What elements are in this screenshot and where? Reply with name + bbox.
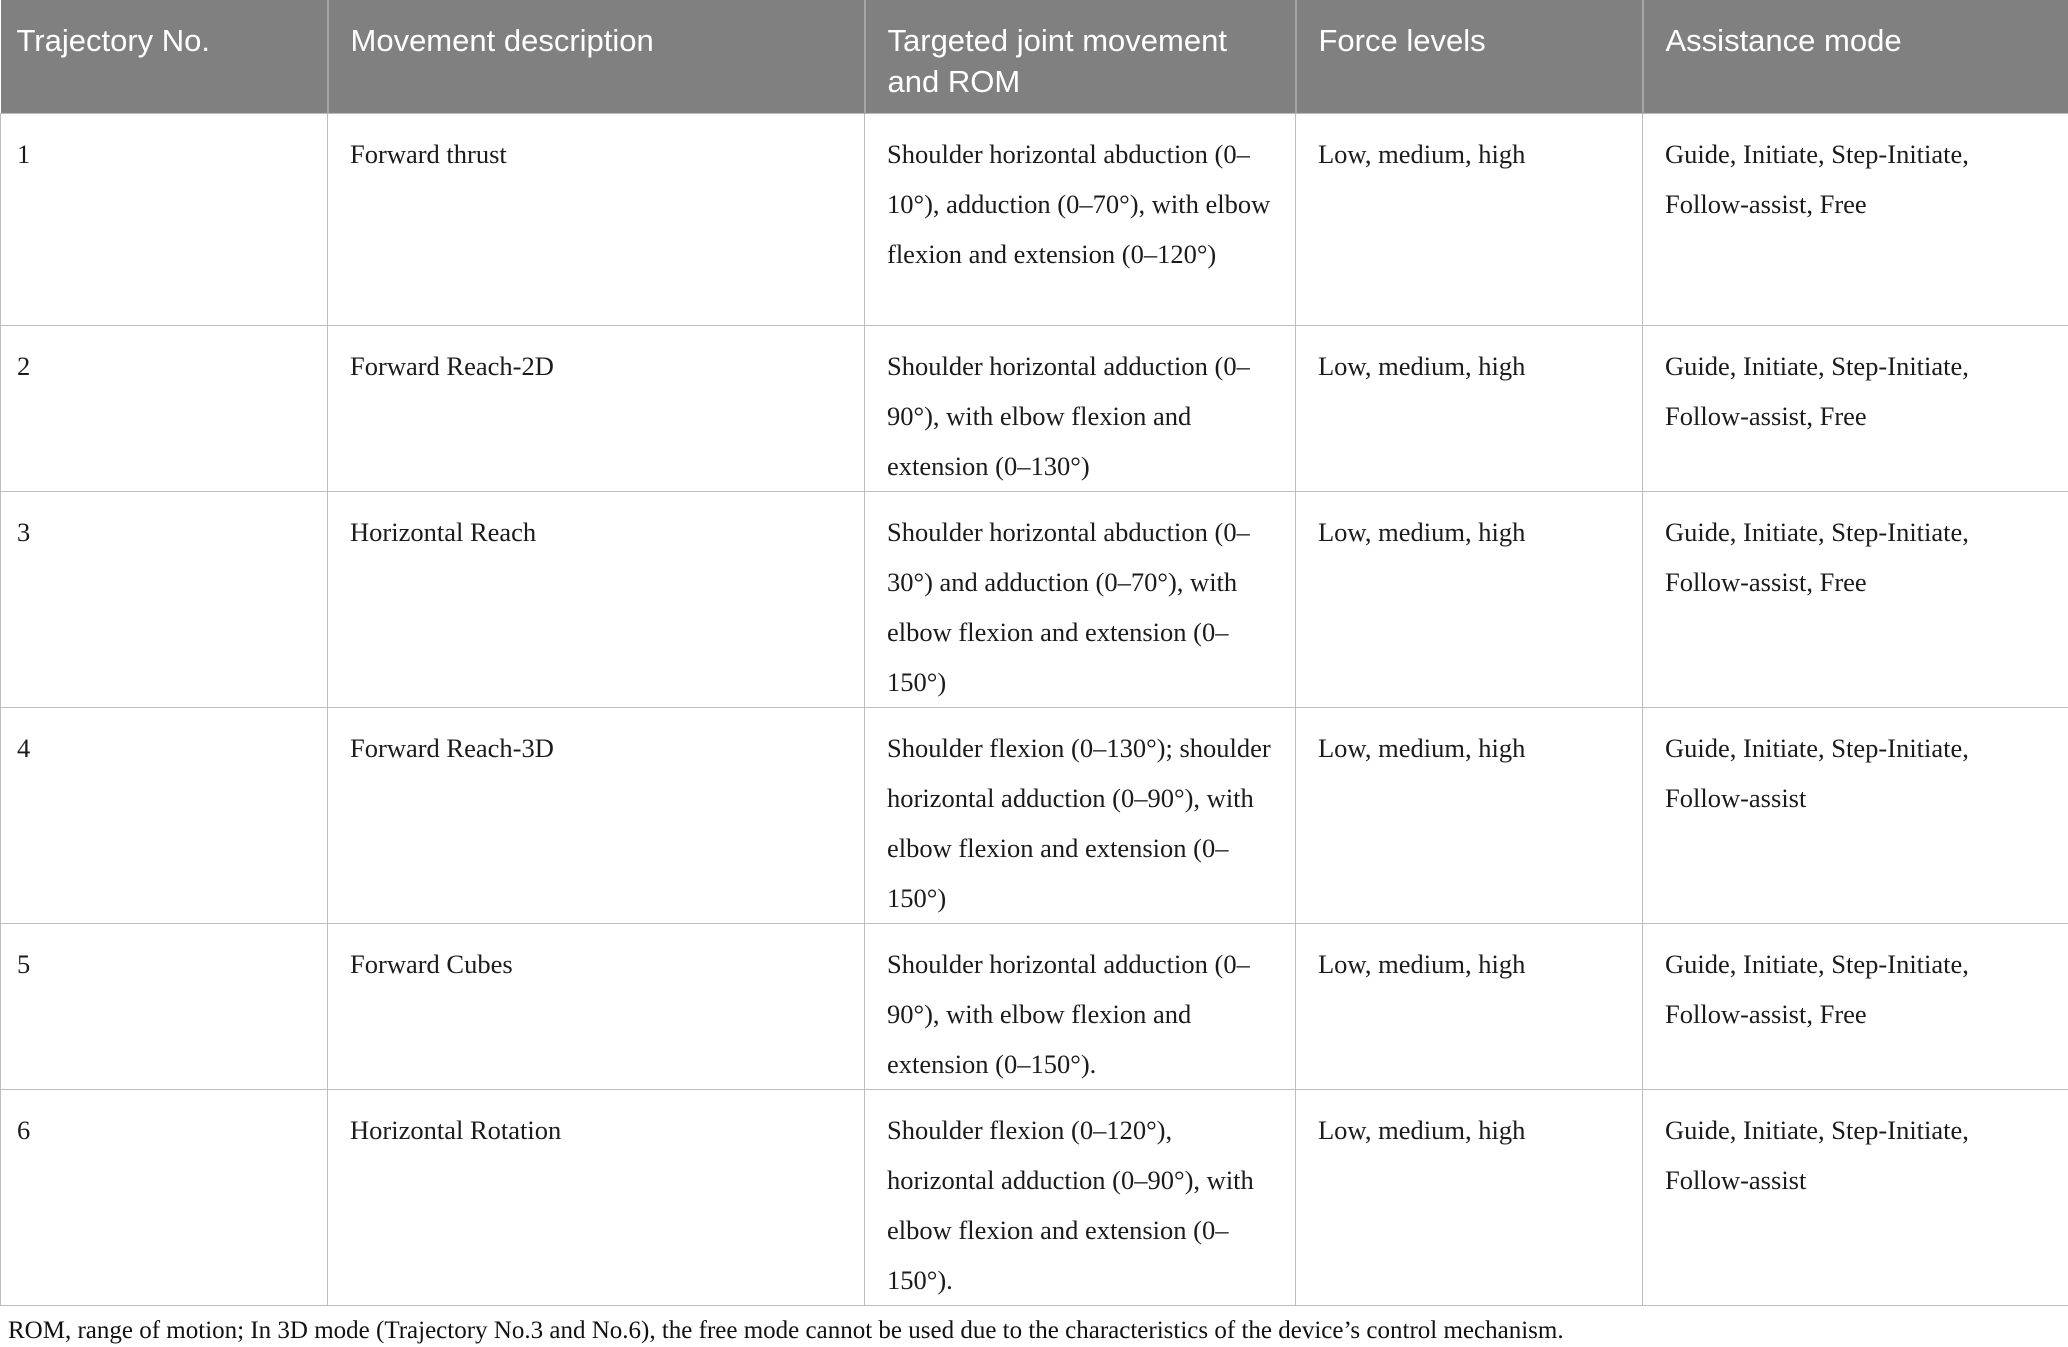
cell-trajectory-no: 6 — [1, 1089, 328, 1305]
cell-trajectory-no: 1 — [1, 113, 328, 325]
cell-assistance-mode: Guide, Initiate, Step-Initiate, Follow-a… — [1643, 707, 2068, 923]
cell-force-levels: Low, medium, high — [1296, 325, 1643, 491]
table-row: 5 Forward Cubes Shoulder horizontal addu… — [1, 923, 2068, 1089]
cell-movement-description: Forward Reach-3D — [328, 707, 865, 923]
header-targeted-joint-rom: Targeted joint movement and ROM — [865, 0, 1296, 113]
header-assistance-mode: Assistance mode — [1643, 0, 2068, 113]
trajectories-table: Trajectory No. Movement description Targ… — [0, 0, 2068, 1306]
cell-targeted-joint-rom: Shoulder horizontal abduction (0–10°), a… — [865, 113, 1296, 325]
header-force-levels: Force levels — [1296, 0, 1643, 113]
cell-assistance-mode: Guide, Initiate, Step-Initiate, Follow-a… — [1643, 113, 2068, 325]
cell-trajectory-no: 2 — [1, 325, 328, 491]
cell-force-levels: Low, medium, high — [1296, 113, 1643, 325]
cell-assistance-mode: Guide, Initiate, Step-Initiate, Follow-a… — [1643, 1089, 2068, 1305]
cell-movement-description: Forward Reach-2D — [328, 325, 865, 491]
cell-targeted-joint-rom: Shoulder horizontal adduction (0–90°), w… — [865, 325, 1296, 491]
cell-movement-description: Forward Cubes — [328, 923, 865, 1089]
cell-trajectory-no: 4 — [1, 707, 328, 923]
cell-assistance-mode: Guide, Initiate, Step-Initiate, Follow-a… — [1643, 325, 2068, 491]
cell-targeted-joint-rom: Shoulder horizontal adduction (0–90°), w… — [865, 923, 1296, 1089]
table-row: 1 Forward thrust Shoulder horizontal abd… — [1, 113, 2068, 325]
table-row: 2 Forward Reach-2D Shoulder horizontal a… — [1, 325, 2068, 491]
cell-movement-description: Forward thrust — [328, 113, 865, 325]
table-footnote: ROM, range of motion; In 3D mode (Trajec… — [0, 1315, 2068, 1347]
cell-assistance-mode: Guide, Initiate, Step-Initiate, Follow-a… — [1643, 491, 2068, 707]
cell-movement-description: Horizontal Reach — [328, 491, 865, 707]
header-trajectory-no: Trajectory No. — [1, 0, 328, 113]
header-movement-description: Movement description — [328, 0, 865, 113]
table-row: 4 Forward Reach-3D Shoulder flexion (0–1… — [1, 707, 2068, 923]
cell-force-levels: Low, medium, high — [1296, 491, 1643, 707]
cell-trajectory-no: 3 — [1, 491, 328, 707]
table-row: 3 Horizontal Reach Shoulder horizontal a… — [1, 491, 2068, 707]
cell-force-levels: Low, medium, high — [1296, 1089, 1643, 1305]
cell-targeted-joint-rom: Shoulder flexion (0–120°), horizontal ad… — [865, 1089, 1296, 1305]
cell-force-levels: Low, medium, high — [1296, 923, 1643, 1089]
cell-movement-description: Horizontal Rotation — [328, 1089, 865, 1305]
cell-force-levels: Low, medium, high — [1296, 707, 1643, 923]
cell-targeted-joint-rom: Shoulder flexion (0–130°); shoulder hori… — [865, 707, 1296, 923]
cell-assistance-mode: Guide, Initiate, Step-Initiate, Follow-a… — [1643, 923, 2068, 1089]
table-row: 6 Horizontal Rotation Shoulder flexion (… — [1, 1089, 2068, 1305]
cell-trajectory-no: 5 — [1, 923, 328, 1089]
table-header-row: Trajectory No. Movement description Targ… — [1, 0, 2068, 113]
cell-targeted-joint-rom: Shoulder horizontal abduction (0–30°) an… — [865, 491, 1296, 707]
